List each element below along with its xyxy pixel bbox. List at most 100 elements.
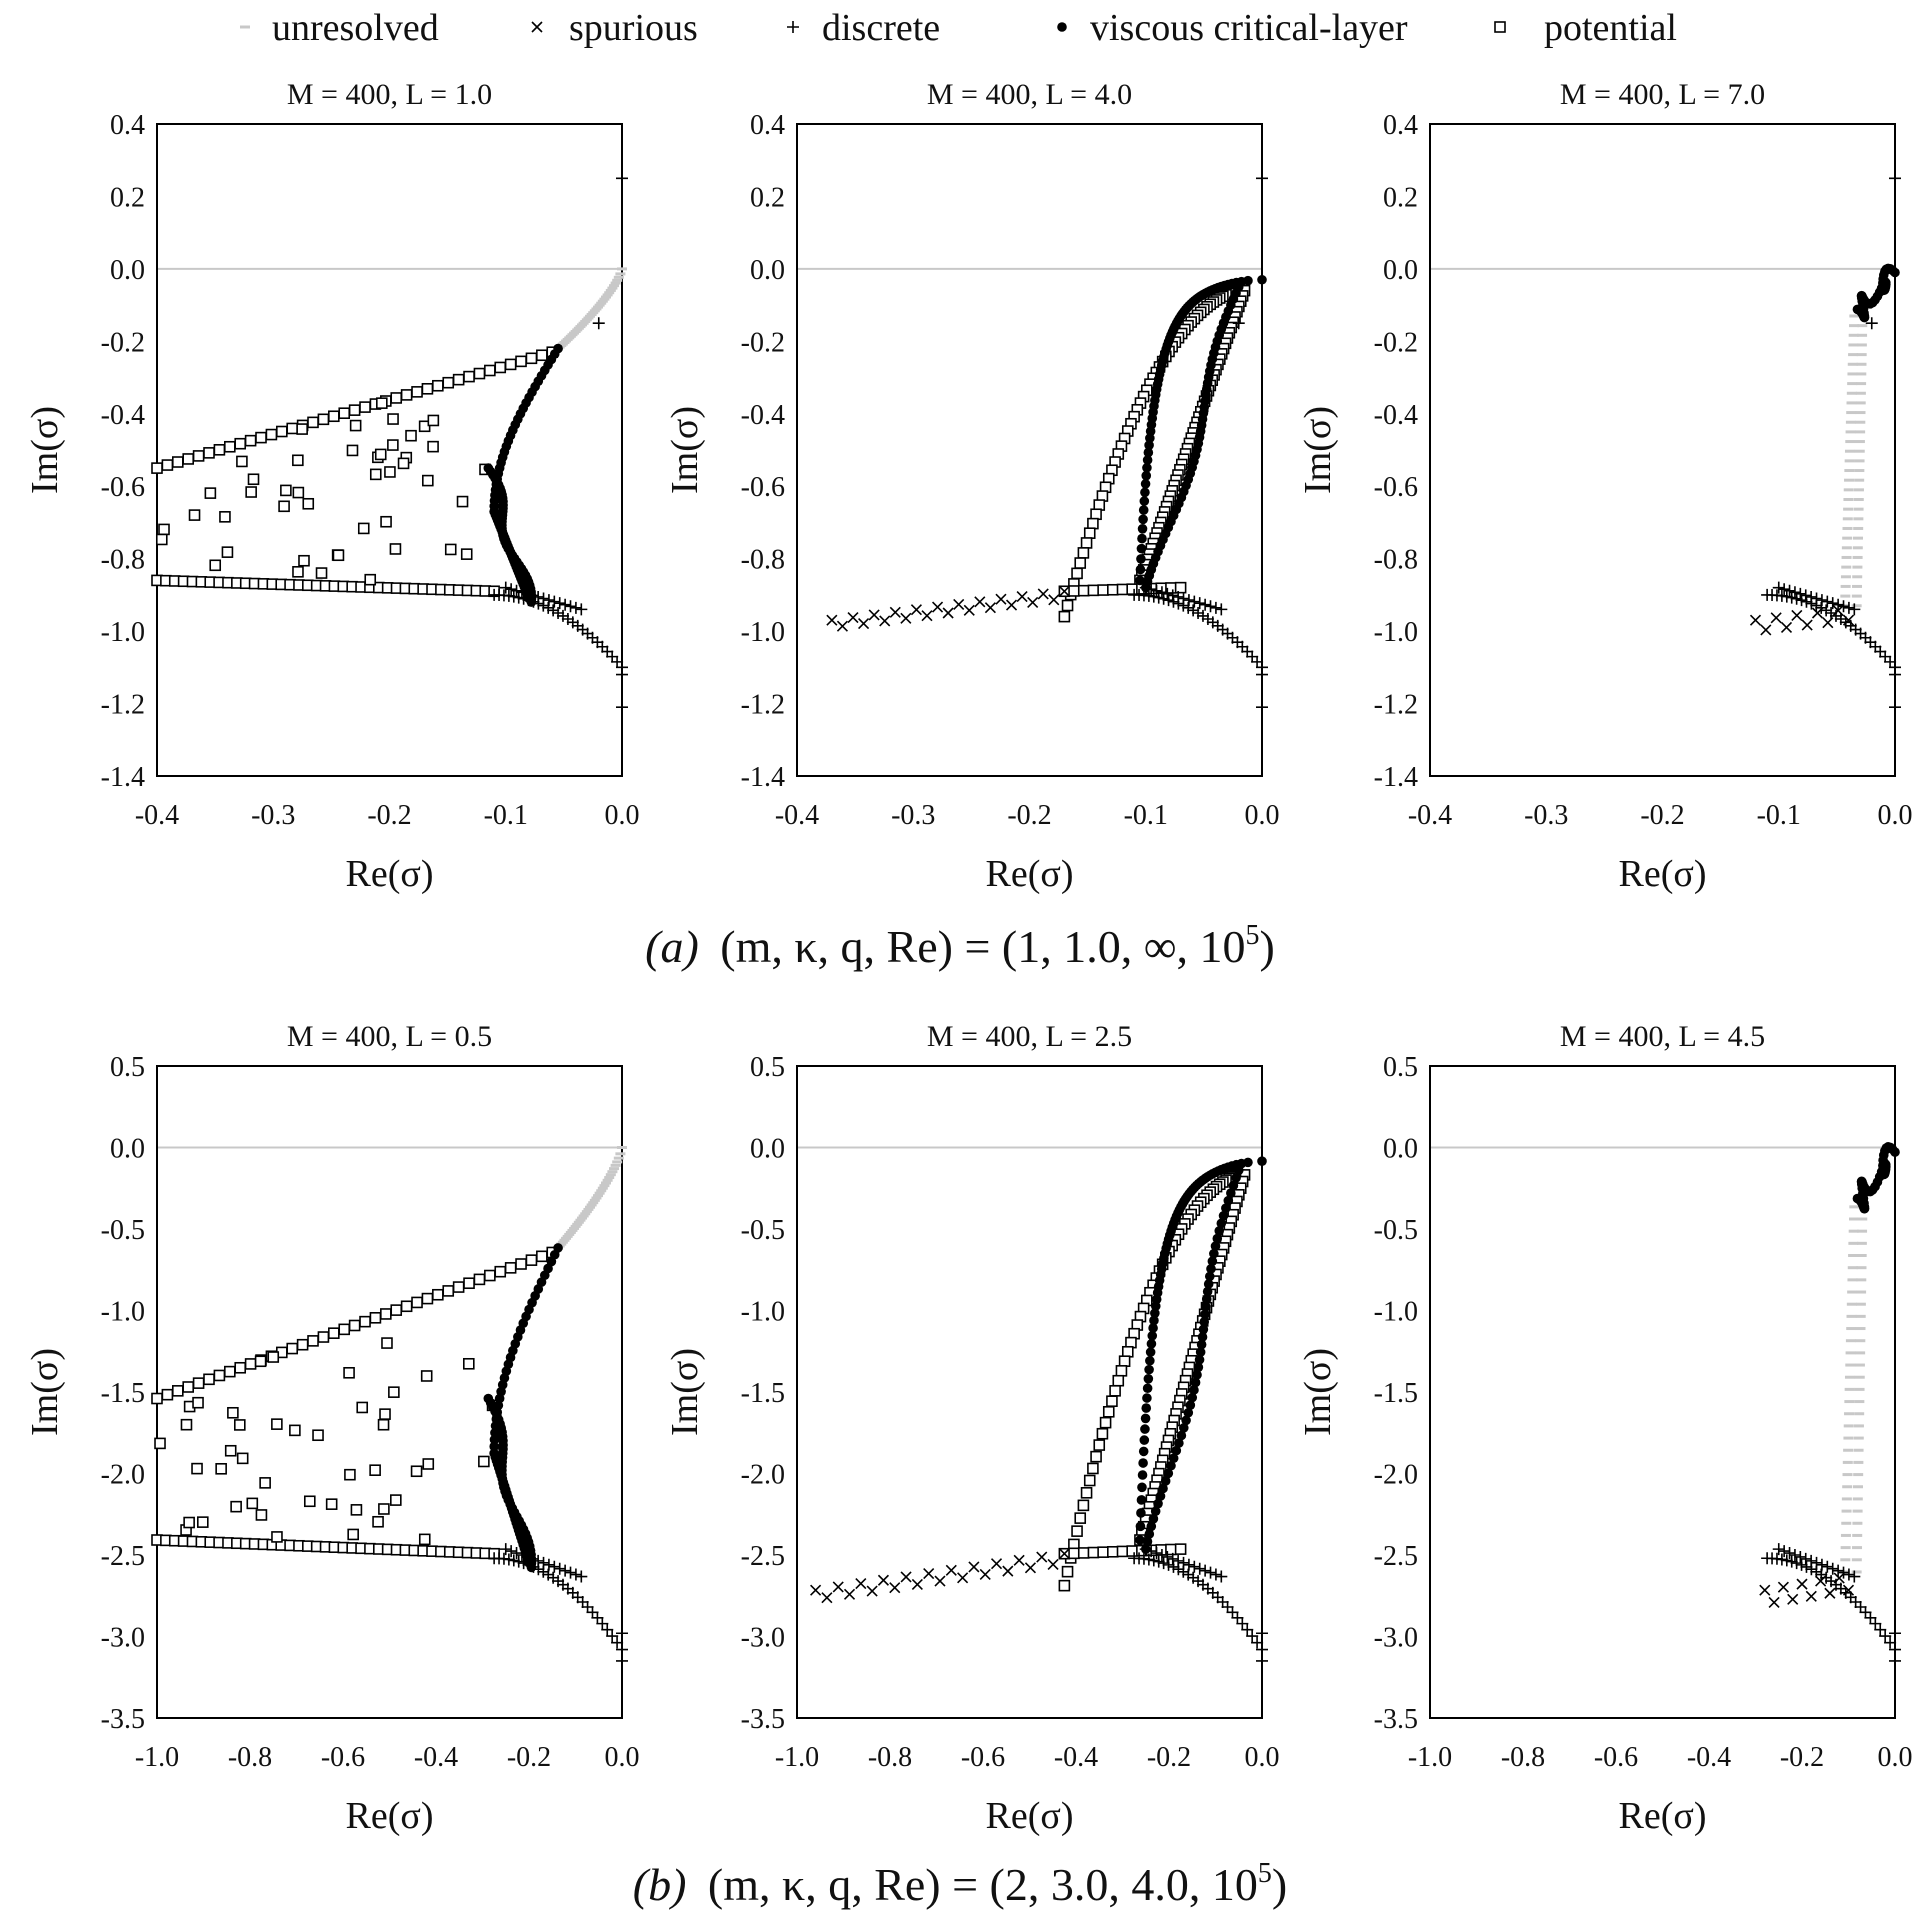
potential-point: [484, 364, 496, 377]
discrete-point: [575, 603, 588, 616]
potential-point: [427, 414, 440, 427]
discrete-point: [1778, 1545, 1791, 1558]
viscous-point: [1144, 440, 1154, 450]
x-tick-label: -0.3: [1524, 800, 1568, 831]
legend-label-spurious: spurious: [569, 7, 698, 49]
potential-point: [1077, 547, 1090, 559]
discrete-point: [1780, 590, 1793, 603]
discrete-point: [601, 645, 614, 658]
discrete-point: [547, 604, 560, 617]
potential-point: [1074, 1512, 1087, 1524]
discrete-point: [505, 1545, 518, 1558]
discrete-point: [591, 1611, 604, 1624]
viscous-point: [1143, 1374, 1154, 1384]
discrete-point: [606, 650, 619, 663]
potential-point: [209, 559, 222, 572]
potential-point: [456, 495, 469, 508]
discrete-point: [1810, 1556, 1823, 1569]
potential-point: [1090, 508, 1102, 521]
y-tick-label: -0.4: [1374, 400, 1418, 431]
discrete-point: [1799, 1552, 1812, 1565]
discrete-point: [1889, 1643, 1901, 1656]
discrete-point: [1172, 1554, 1185, 1567]
legend-label-unresolved: unresolved: [272, 7, 439, 49]
discrete-point: [1832, 1564, 1845, 1577]
viscous-point: [1136, 1495, 1147, 1505]
caption-b-params: (m, κ, q, Re) = (2, 3.0, 4.0, 10: [708, 1859, 1258, 1910]
discrete-point: [1785, 1555, 1798, 1568]
viscous-point: [1174, 1438, 1184, 1448]
discrete-point: [1788, 586, 1801, 599]
x-tick-label: 0.0: [1245, 800, 1280, 831]
legend-marker-spurious: [531, 21, 543, 33]
viscous-point: [1150, 1506, 1161, 1517]
discrete-point: [1147, 590, 1160, 603]
y-tick-label: -1.0: [1374, 617, 1418, 648]
viscous-point: [1139, 496, 1150, 506]
y-tick-label: -1.0: [101, 617, 145, 648]
potential-point: [390, 1494, 402, 1506]
spurious-point: [1805, 1590, 1817, 1602]
x-tick-label: -0.3: [251, 800, 295, 831]
potential-point: [1096, 1427, 1109, 1440]
spurious-point: [945, 1564, 957, 1576]
discrete-point: [553, 1562, 566, 1575]
spurious-point: [1037, 588, 1049, 600]
potential-point: [236, 455, 248, 468]
potential-point: [411, 386, 423, 398]
discrete-point: [1251, 1636, 1264, 1649]
y-tick-label: 0.0: [110, 1134, 145, 1165]
x-tick-label: -0.2: [1007, 800, 1051, 831]
discrete-point: [564, 1566, 577, 1579]
discrete-point: [1147, 1554, 1160, 1567]
potential-point: [1090, 1450, 1102, 1463]
discrete-point: [1241, 645, 1254, 658]
discrete-point: [1829, 609, 1842, 622]
potential-point: [411, 1296, 423, 1309]
discrete-point: [1815, 1558, 1828, 1571]
spurious-point: [1791, 609, 1803, 621]
potential-point: [1068, 585, 1080, 597]
discrete-point: [1256, 1643, 1268, 1656]
x-tick-label: -0.4: [414, 1742, 458, 1773]
potential-point: [1097, 584, 1109, 596]
y-tick-label: -1.5: [101, 1378, 145, 1409]
x-tick-label: -0.8: [868, 1742, 912, 1773]
potential-point: [1126, 1545, 1138, 1557]
potential-point: [1077, 1547, 1090, 1559]
potential-point: [374, 448, 387, 461]
y-axis-label: Im(σ): [1297, 1348, 1339, 1436]
potential-point: [1106, 1395, 1118, 1407]
viscous-point: [1142, 1536, 1153, 1547]
potential-point: [215, 1463, 227, 1475]
x-tick-label: -0.4: [1054, 1742, 1098, 1773]
x-tick-label: -0.1: [1124, 800, 1168, 831]
x-tick-label: -0.2: [1780, 1742, 1824, 1773]
potential-point: [478, 1455, 490, 1468]
y-tick-label: -0.2: [1374, 327, 1418, 358]
x-tick-label: -0.6: [961, 1742, 1005, 1773]
viscous-point: [526, 597, 537, 607]
discrete-point: [1150, 1547, 1163, 1560]
potential-point: [234, 437, 247, 450]
spurious-point: [910, 604, 922, 616]
potential-point: [312, 1429, 324, 1442]
viscous-point: [1209, 1248, 1219, 1259]
y-tick-label: 0.0: [1383, 1134, 1418, 1165]
panel-b2: M = 400, L = 2.5 0.5 0.0 -0.5 -1.0 -1.5 -2.0 -2…: [664, 1020, 1280, 1837]
potential-point: [255, 431, 267, 444]
panels: M = 400, L = 1.0 0.4 0.2 0.0 -0.2 -0.4 -0.6 -0.…: [24, 78, 1913, 1837]
x-tick-label: -0.2: [1640, 800, 1684, 831]
potential-point: [303, 1495, 316, 1508]
x-tick-label: -0.4: [1408, 800, 1452, 831]
discrete-point: [559, 1564, 572, 1577]
discrete-point: [1166, 1552, 1179, 1565]
viscous-point: [1145, 1347, 1156, 1357]
discrete-point: [1199, 598, 1212, 611]
discrete-point: [1775, 1553, 1788, 1566]
discrete-point: [1879, 1630, 1892, 1643]
viscous-point: [1228, 1180, 1239, 1191]
potential-point: [191, 1462, 203, 1475]
spurious-point: [921, 610, 933, 622]
viscous-point: [1145, 1355, 1155, 1366]
